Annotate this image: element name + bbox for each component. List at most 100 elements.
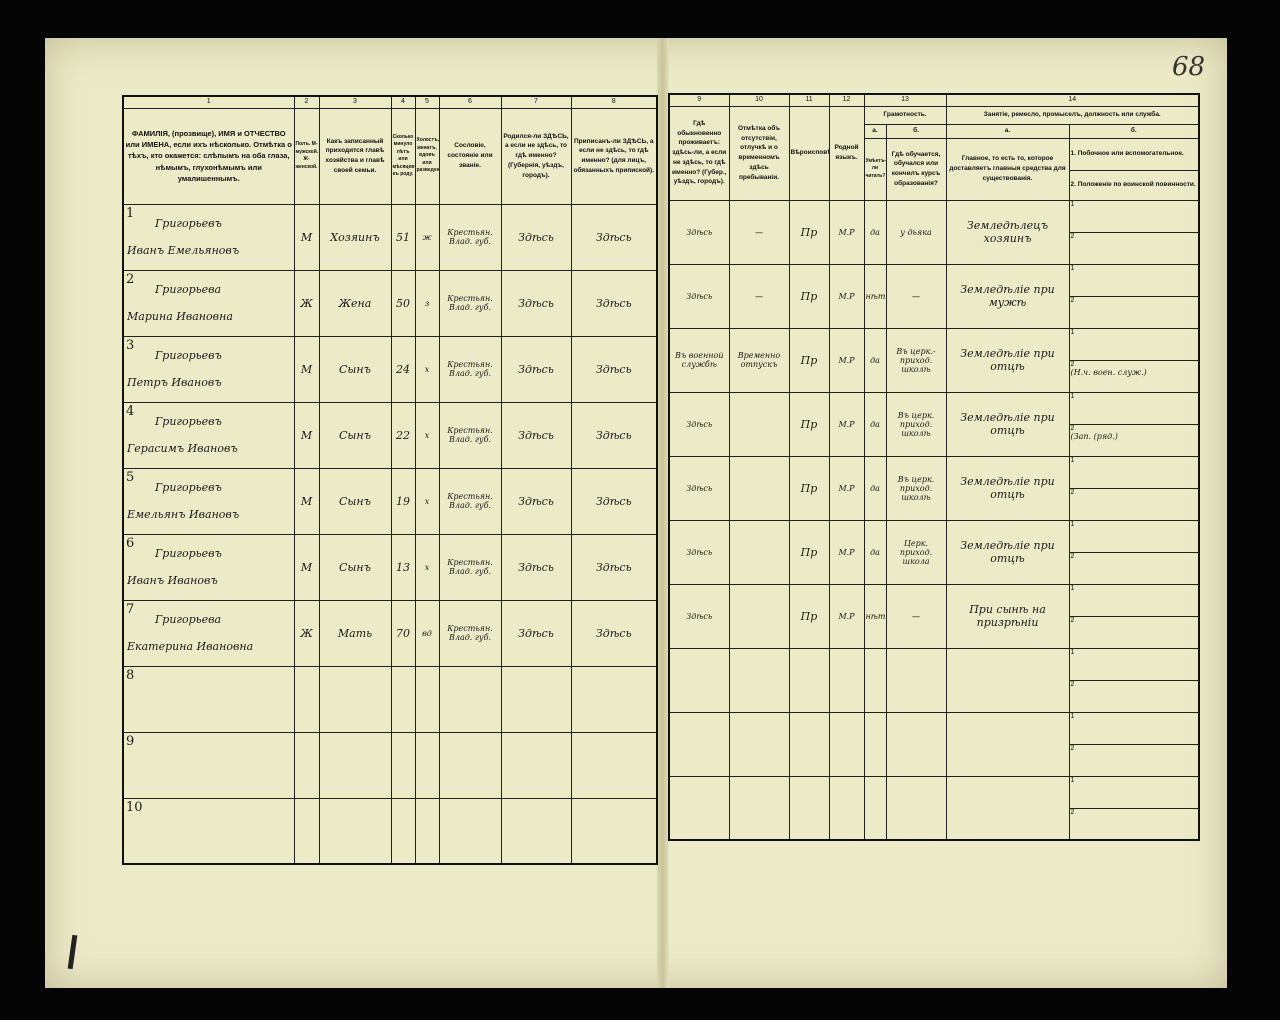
header-13b-letter: б. [885, 123, 947, 139]
header-occupation: Занятіе, ремесло, промыселъ, должность и… [945, 105, 1200, 125]
sex-cell [293, 797, 320, 865]
header-education: Гдѣ обучается, обучался или кончилъ курс… [885, 137, 947, 201]
name-cell: 7 Григорьева Екатерина Ивановна [122, 599, 295, 667]
estate-cell: Крестьян. Влад. губ. [438, 203, 502, 271]
sex-cell [293, 665, 320, 733]
header-born: Родился-ли ЗДѢСЬ, а если не здѣсь, то гд… [500, 107, 572, 205]
table-subrow: 2 [669, 679, 1200, 713]
military-status-cell: 2 [1068, 231, 1200, 265]
name-cell: 6 Григорьевъ Иванъ Ивановъ [122, 533, 295, 601]
table-row: 7 Григорьева Екатерина Ивановна Ж Мать 70 вд Кр… [122, 599, 658, 667]
marital-cell [414, 731, 440, 799]
registered-cell: Здѣсь [570, 335, 658, 403]
registered-cell: Здѣсь [570, 467, 658, 535]
age-cell: 51 [390, 203, 416, 271]
header-military: 2. Положеніе по воинской повинности. [1068, 169, 1200, 201]
education-cell: Въ церк. приход. школѣ [885, 455, 947, 521]
absence-cell [728, 711, 790, 777]
language-cell: М.Р [828, 583, 865, 649]
residence-cell: Здѣсь [668, 391, 730, 457]
language-cell: М.Р [828, 199, 865, 265]
colnum-12: 12 [828, 93, 865, 107]
side-occupation-cell: 1 [1068, 327, 1200, 361]
absence-cell [728, 391, 790, 457]
name-cell: 1 Григорьевъ Иванъ Емельяновъ [122, 203, 295, 271]
colnum-3: 3 [318, 95, 392, 109]
header-name: ФАМИЛІЯ, (прозвище), ИМЯ и ОТЧЕСТВО или … [122, 107, 295, 205]
side-occupation-cell: 1 [1068, 647, 1200, 681]
military-status-cell: 2 [1068, 551, 1200, 585]
education-cell: Въ церк. приход. школѣ [885, 391, 947, 457]
residence-cell: Здѣсь [668, 455, 730, 521]
education-cell [885, 647, 947, 713]
relation-cell [318, 797, 392, 865]
born-cell [500, 797, 572, 865]
literacy-cell [863, 647, 887, 713]
age-cell: 24 [390, 335, 416, 403]
marital-cell: х [414, 401, 440, 469]
absence-cell: — [728, 199, 790, 265]
relation-cell: Мать [318, 599, 392, 667]
relation-cell: Сынъ [318, 401, 392, 469]
colnum-7: 7 [500, 95, 572, 109]
estate-cell [438, 797, 502, 865]
surname: Григорьевъ [155, 217, 222, 230]
absence-cell [728, 583, 790, 649]
education-cell: — [885, 263, 947, 329]
born-cell: Здѣсь [500, 467, 572, 535]
census-table-left: 1 2 3 4 5 6 7 8 ФАМИЛІЯ, (прозвище), ИМЯ… [122, 95, 658, 865]
relation-cell: Жена [318, 269, 392, 337]
registered-cell: Здѣсь [570, 269, 658, 337]
header-relation: Какъ записанный приходится главѣ хозяйст… [318, 107, 392, 205]
name-cell: 9 [122, 731, 295, 799]
colnum-13: 13 [863, 93, 947, 107]
born-cell: Здѣсь [500, 269, 572, 337]
name-cell: 10 [122, 797, 295, 865]
occupation-cell: При сынѣ на призрѣніи [945, 583, 1070, 649]
table-subrow: 2 [669, 551, 1200, 585]
table-row: 1 [668, 711, 1200, 777]
language-cell: М.Р [828, 455, 865, 521]
header-row-1: Гдѣ обыкновенно проживаетъ: здѣсь-ли, а … [668, 105, 1200, 201]
sex-cell: М [293, 203, 320, 271]
military-status-cell: 2 [1068, 615, 1200, 649]
born-cell [500, 731, 572, 799]
literacy-cell: да [863, 199, 887, 265]
row-number: 1 [126, 205, 135, 221]
table-row: 10 [122, 797, 658, 865]
estate-cell: Крестьян. Влад. губ. [438, 599, 502, 667]
side-occupation-cell: 1 [1068, 583, 1200, 617]
sex-cell: Ж [293, 599, 320, 667]
estate-cell: Крестьян. Влад. губ. [438, 269, 502, 337]
estate-cell: Крестьян. Влад. губ. [438, 335, 502, 403]
table-row: Въ военной службѣ Временно отпускъ Пр М.Р да… [668, 327, 1200, 393]
header-literacy: Грамотность. [863, 105, 947, 125]
military-status-cell: 2 [1068, 487, 1200, 521]
side-occupation-cell: 1 [1068, 711, 1200, 745]
age-cell: 50 [390, 269, 416, 337]
occupation-cell: Земледѣліе при отцѣ [945, 455, 1070, 521]
military-status-cell: 2 [1068, 679, 1200, 713]
marital-cell: з [414, 269, 440, 337]
absence-cell [728, 775, 790, 841]
table-subrow: 2 [669, 743, 1200, 777]
side-occupation-cell: 1 [1068, 519, 1200, 553]
absence-cell: — [728, 263, 790, 329]
name-cell: 4 Григорьевъ Герасимъ Ивановъ [122, 401, 295, 469]
born-cell: Здѣсь [500, 533, 572, 601]
registered-cell: Здѣсь [570, 203, 658, 271]
religion-cell: Пр [788, 455, 830, 521]
literacy-cell: да [863, 391, 887, 457]
row-number: 3 [126, 337, 135, 353]
table-row: 5 Григорьевъ Емельянъ Ивановъ М Сынъ 19 х Крест… [122, 467, 658, 535]
registered-cell: Здѣсь [570, 533, 658, 601]
relation-cell: Сынъ [318, 335, 392, 403]
relation-cell: Сынъ [318, 467, 392, 535]
marital-cell: х [414, 335, 440, 403]
sex-cell: М [293, 335, 320, 403]
header-14b-letter: б. [1068, 123, 1200, 139]
colnum-10: 10 [728, 93, 790, 107]
row-number: 7 [126, 601, 135, 617]
education-cell [885, 711, 947, 777]
